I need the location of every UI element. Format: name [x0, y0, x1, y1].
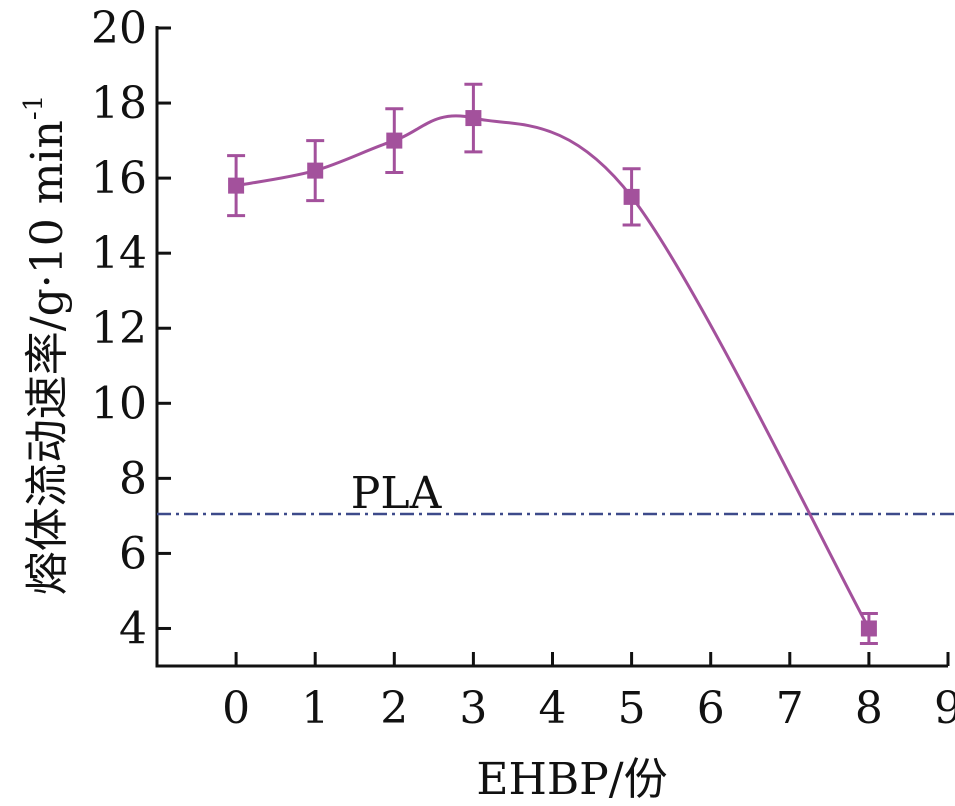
y-axis-label-superscript: -1	[19, 95, 49, 120]
y-tick-label-16: 16	[91, 153, 147, 204]
data-point-1	[307, 162, 324, 179]
y-tick-label-10: 10	[91, 378, 147, 429]
y-tick-label-20: 20	[91, 3, 147, 54]
y-tick-label-14: 14	[91, 228, 147, 279]
x-tick-label-5: 5	[618, 683, 646, 734]
x-tick-label-4: 4	[539, 683, 567, 734]
x-tick-label-6: 6	[697, 683, 725, 734]
x-tick-label-9: 9	[934, 683, 955, 734]
x-tick-label-1: 1	[301, 683, 329, 734]
data-point-0	[228, 177, 245, 194]
series	[227, 82, 878, 645]
x-tick-label-8: 8	[855, 683, 883, 734]
x-tick-label-0: 0	[222, 683, 250, 734]
x-tick-label-3: 3	[459, 683, 487, 734]
y-tick-label-18: 18	[91, 78, 147, 129]
x-tick-label-2: 2	[380, 683, 408, 734]
data-point-5	[623, 188, 640, 205]
x-tick-label-7: 7	[776, 683, 804, 734]
reference-line-label-pla: PLA	[351, 468, 443, 519]
x-axis-label: EHBP/份	[476, 754, 667, 805]
y-axis-label: 熔体流动速率/g·10 min-1	[19, 95, 73, 595]
data-point-2	[386, 132, 403, 149]
y-axis-label-main: 熔体流动速率/g·10 min	[22, 120, 73, 595]
y-tick-label-8: 8	[119, 453, 147, 504]
reference-lines: PLA	[157, 468, 954, 519]
y-tick-label-4: 4	[119, 603, 147, 654]
y-tick-label-6: 6	[119, 528, 147, 579]
data-point-3	[465, 110, 482, 127]
data-point-8	[860, 620, 877, 637]
y-tick-label-12: 12	[91, 303, 147, 354]
series-line	[235, 114, 871, 630]
axes	[155, 26, 948, 668]
